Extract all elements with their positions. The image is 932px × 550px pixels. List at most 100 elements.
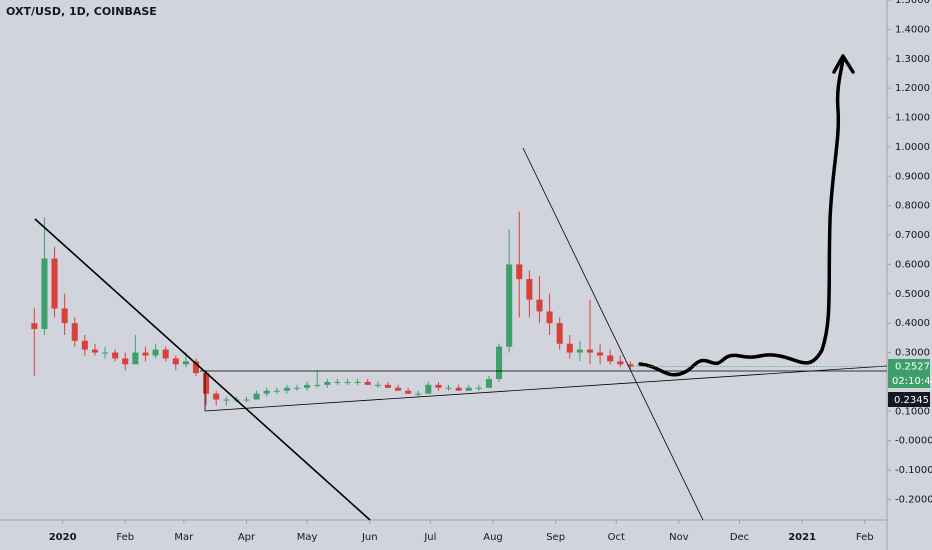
x-tick-label: Sep [546,532,565,543]
y-tick-label: 0.6000 [895,259,930,270]
projection-curve [638,56,845,377]
y-tick-label: 0.9000 [895,171,930,182]
y-tick-label: 1.4000 [895,24,930,35]
arrow-head [832,54,855,74]
chart-title: OXT/USD, 1D, COINBASE [6,5,157,18]
x-tick-label: Oct [608,532,625,543]
candle-body [293,387,301,389]
candle-body [566,343,573,353]
x-tick-label: Dec [730,532,749,543]
candle-body [283,387,290,391]
x-tick-label: Mar [174,532,194,543]
y-tick-label: 0.7000 [895,230,930,241]
y-tick-label: 1.0000 [895,142,930,153]
candle-body [314,384,321,386]
candle-body [617,361,624,365]
candle-body [415,393,422,395]
y-tick-label: 0.1000 [895,406,930,417]
y-tick-label: 0.3000 [895,348,930,359]
x-tick-label: Feb [116,532,134,543]
x-tick-label: Jun [361,532,378,543]
candle-body [152,349,159,356]
x-tick-label: 2020 [49,532,77,543]
candle-body [485,378,492,388]
trend-line [34,218,371,521]
candle-body [536,299,543,312]
x-tick-label: Jul [423,532,436,543]
candle-body [182,361,189,365]
candle-body [576,349,583,353]
candle-body [81,340,88,350]
plot-area [0,0,887,520]
y-tick-label: 1.1000 [895,113,930,124]
candle-body [31,323,38,330]
x-tick-label: Feb [856,532,874,543]
candle-body [51,258,58,309]
candle-body [526,279,533,300]
candle-body [364,381,371,385]
trend-line [522,147,704,521]
candle-body [304,384,311,388]
y-tick-label: 1.5000 [895,0,930,6]
candle-body [445,387,452,389]
candle-body [354,381,361,383]
candle-body [607,355,614,362]
candle-body [465,387,472,391]
candle-body [597,352,604,356]
x-tick-label: May [297,532,318,543]
candle-body [162,349,169,359]
candle-body [132,352,139,365]
candle-body [172,358,179,365]
candle-body [334,381,341,383]
marker-box [888,392,930,407]
candle-body [455,387,462,391]
drawings [34,54,888,521]
y-tick-label: 0.4000 [895,318,930,329]
candle-body [344,381,351,383]
x-tick-label: Nov [669,532,689,543]
candle-body [142,352,149,356]
y-tick-label: 0.5000 [895,289,930,300]
countdown: 02:10:48 [892,376,932,387]
candle-body [122,358,129,365]
candle-body [556,323,563,344]
candle-body [203,373,210,394]
candle-body [516,264,523,280]
candle-body [374,384,381,386]
y-tick-label: -0.0000 [895,436,932,447]
y-tick-label: 1.3000 [895,54,930,65]
candle-body [506,264,513,347]
candle-body [61,308,68,324]
candle-body [243,399,250,401]
candle-body [586,349,594,353]
candle-body [273,390,280,392]
trend-line [204,365,888,412]
x-tick-label: Aug [483,532,503,543]
x-tick-label: Apr [238,532,256,543]
candle-body [405,390,412,394]
y-tick-label: -0.1000 [895,465,932,476]
candle-body [435,384,442,388]
candle-body [475,387,482,389]
candle-body [112,352,119,359]
marker-label: 0.2345 [894,395,929,406]
candles [31,211,634,406]
candle-body [425,384,432,394]
last-price-label: 0.2527 [895,361,930,372]
candle-body [384,384,391,388]
candle-body [223,399,230,401]
y-tick-label: 1.2000 [895,83,930,94]
last-price-box [888,358,930,374]
candle-body [71,323,78,341]
candle-body [496,346,503,379]
y-tick-label: 0.8000 [895,201,930,212]
candle-body [41,258,48,330]
candle-body [253,393,260,400]
candle-body [213,393,220,400]
candle-body [546,311,553,324]
candle-body [627,364,634,367]
candle-body [263,390,270,394]
candle-body [102,352,109,354]
